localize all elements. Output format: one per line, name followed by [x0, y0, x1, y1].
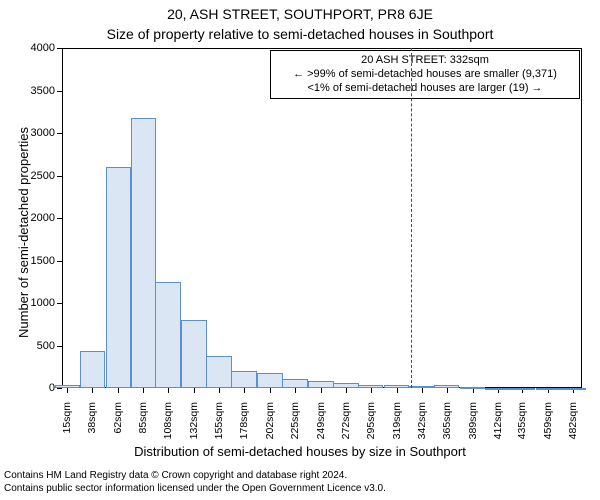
bar	[106, 167, 131, 388]
bar	[282, 379, 307, 388]
xtick-mark	[92, 388, 93, 393]
bar	[409, 386, 434, 388]
ytick-label: 500	[37, 340, 55, 352]
xtick-mark	[422, 388, 423, 393]
y-axis-label: Number of semi-detached properties	[16, 127, 31, 338]
ytick-mark	[57, 346, 62, 347]
bar	[308, 381, 333, 388]
bar	[561, 388, 586, 390]
figure: 20, ASH STREET, SOUTHPORT, PR8 6JE Size …	[0, 0, 600, 500]
xtick-mark	[371, 388, 372, 393]
xtick-mark	[118, 388, 119, 393]
annotation-line3: <1% of semi-detached houses are larger (…	[276, 82, 574, 96]
xtick-mark	[143, 388, 144, 393]
footer-line1: Contains HM Land Registry data © Crown c…	[4, 470, 386, 483]
ytick-mark	[57, 91, 62, 92]
xtick-mark	[270, 388, 271, 393]
ytick-label: 3000	[31, 127, 55, 139]
bar	[333, 383, 358, 388]
xtick-mark	[67, 388, 68, 393]
bar	[434, 385, 459, 388]
bar	[181, 320, 206, 388]
bar	[80, 351, 105, 388]
annotation-box: 20 ASH STREET: 332sqm ← >99% of semi-det…	[270, 50, 580, 99]
bar	[460, 387, 485, 389]
bar	[510, 388, 535, 390]
property-marker-line	[411, 48, 412, 388]
annotation-line1: 20 ASH STREET: 332sqm	[276, 54, 574, 68]
ytick-mark	[57, 261, 62, 262]
ytick-mark	[57, 133, 62, 134]
bar	[485, 388, 510, 390]
supertitle: 20, ASH STREET, SOUTHPORT, PR8 6JE	[0, 6, 600, 22]
xtick-mark	[194, 388, 195, 393]
ytick-mark	[57, 176, 62, 177]
xtick-mark	[295, 388, 296, 393]
ytick-mark	[57, 218, 62, 219]
xtick-mark	[447, 388, 448, 393]
bar	[384, 385, 409, 388]
bar	[231, 371, 256, 388]
xtick-mark	[244, 388, 245, 393]
ytick-mark	[57, 303, 62, 304]
bar	[257, 373, 282, 388]
ytick-label: 3500	[31, 85, 55, 97]
x-axis-label: Distribution of semi-detached houses by …	[0, 444, 600, 459]
subtitle: Size of property relative to semi-detach…	[0, 26, 600, 42]
ytick-label: 0	[49, 382, 55, 394]
xtick-mark	[346, 388, 347, 393]
bar	[155, 282, 180, 388]
footer-credits: Contains HM Land Registry data © Crown c…	[4, 470, 386, 495]
xtick-mark	[397, 388, 398, 393]
ytick-label: 4000	[31, 42, 55, 54]
bar	[131, 118, 156, 388]
bar	[358, 385, 383, 388]
ytick-mark	[57, 48, 62, 49]
bar	[536, 388, 561, 390]
bar	[206, 356, 231, 388]
ytick-mark	[57, 388, 62, 389]
ytick-label: 2000	[31, 212, 55, 224]
xtick-mark	[321, 388, 322, 393]
annotation-line2: ← >99% of semi-detached houses are small…	[276, 68, 574, 82]
ytick-label: 1500	[31, 255, 55, 267]
ytick-label: 2500	[31, 170, 55, 182]
bar	[55, 385, 80, 388]
xtick-mark	[168, 388, 169, 393]
ytick-label: 1000	[31, 297, 55, 309]
xtick-mark	[219, 388, 220, 393]
footer-line2: Contains public sector information licen…	[4, 483, 386, 496]
